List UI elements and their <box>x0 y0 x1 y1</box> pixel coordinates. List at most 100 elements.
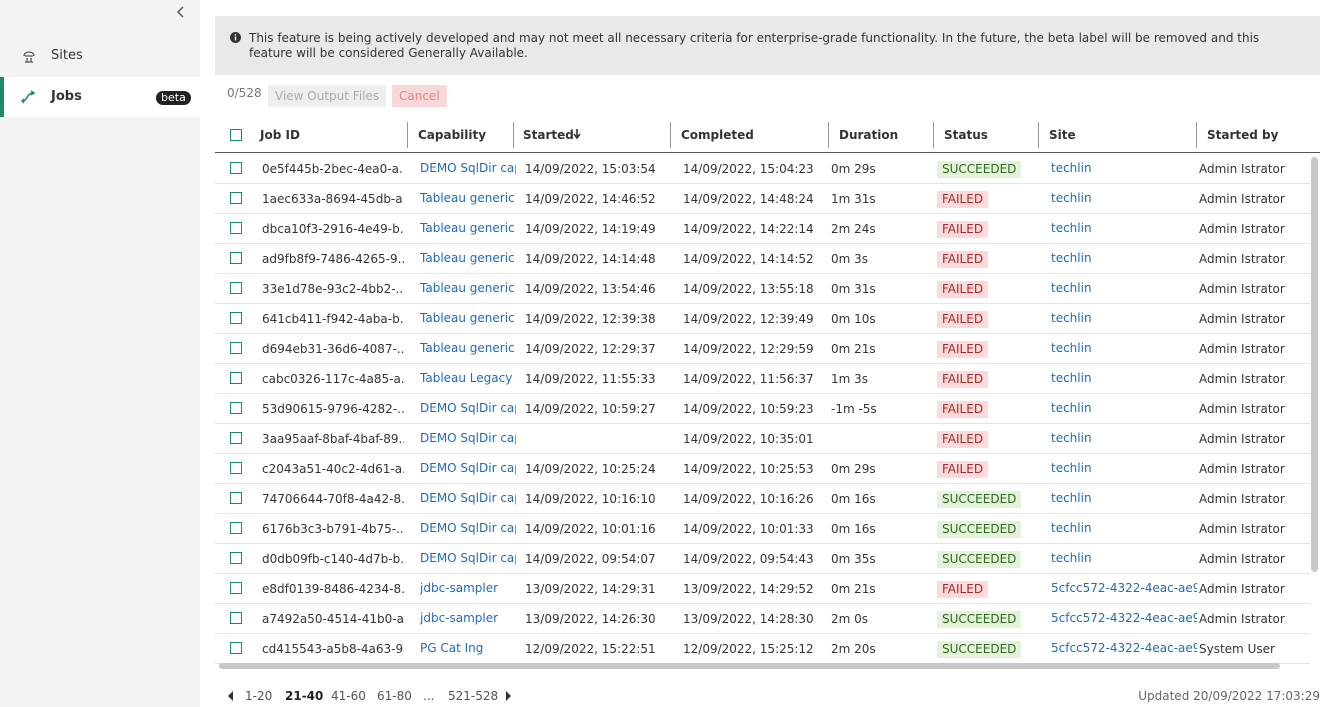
link[interactable]: Tableau generic c <box>420 191 516 205</box>
cell-text: 53d90615-9796-4282-... <box>262 402 404 416</box>
link[interactable]: DEMO SqlDir cap <box>420 551 516 565</box>
link[interactable]: techlin <box>1051 341 1092 355</box>
cancel-button[interactable]: Cancel <box>392 85 447 107</box>
link[interactable]: DEMO SqlDir cap <box>420 461 516 475</box>
link[interactable]: techlin <box>1051 401 1092 415</box>
link[interactable]: DEMO SqlDir cap <box>420 401 516 415</box>
link[interactable]: techlin <box>1051 491 1092 505</box>
column-header[interactable]: Status <box>944 128 988 142</box>
link[interactable]: jdbc-sampler <box>420 581 499 595</box>
link[interactable]: techlin <box>1051 371 1092 385</box>
link[interactable]: 5cfcc572-4322-4eac-ae9f-f <box>1051 581 1197 595</box>
link[interactable]: Tableau generic c <box>420 341 516 355</box>
column-header[interactable]: Started by <box>1207 128 1279 142</box>
link[interactable]: techlin <box>1051 281 1092 295</box>
horizontal-scrollbar[interactable] <box>219 663 1280 669</box>
cell-text: 12/09/2022, 15:25:12 <box>683 642 814 656</box>
status-badge: FAILED <box>937 371 989 388</box>
link[interactable]: DEMO SqlDir cap <box>420 431 516 445</box>
link[interactable]: Tableau generic c <box>420 281 516 295</box>
link[interactable]: techlin <box>1051 311 1092 325</box>
column-header[interactable]: Completed <box>681 128 754 142</box>
cell-text: 2m 24s <box>831 222 876 236</box>
cell-text: 14/09/2022, 10:25:24 <box>525 462 656 476</box>
banner-text: This feature is being actively developed… <box>249 31 1260 60</box>
link[interactable]: techlin <box>1051 161 1092 175</box>
row-checkbox[interactable] <box>230 312 242 324</box>
row-checkbox[interactable] <box>230 162 242 174</box>
link[interactable]: techlin <box>1051 221 1092 235</box>
link[interactable]: DEMO SqlDir cap <box>420 491 516 505</box>
table-row: 74706644-70f8-4a42-8... DEMO SqlDir cap 14… <box>215 484 1310 514</box>
cell-text: 1m 3s <box>831 372 869 386</box>
cell-text: 2m 20s <box>831 642 876 656</box>
table-row: 0e5f445b-2bec-4ea0-a... DEMO SqlDir cap 14… <box>215 154 1310 184</box>
link[interactable]: Tableau generic c <box>420 221 516 235</box>
info-icon <box>230 32 241 43</box>
table-row: ad9fb8f9-7486-4265-9... Tableau generic c… <box>215 244 1310 274</box>
link[interactable]: 5cfcc572-4322-4eac-ae9f-f <box>1051 641 1197 655</box>
row-checkbox[interactable] <box>230 282 242 294</box>
page-link[interactable]: 41-60 <box>331 689 366 703</box>
link[interactable]: techlin <box>1051 251 1092 265</box>
column-header[interactable]: Site <box>1049 128 1076 142</box>
view-output-button[interactable]: View Output Files <box>268 85 387 107</box>
cell-text: 14/09/2022, 11:56:37 <box>683 372 814 386</box>
link[interactable]: techlin <box>1051 461 1092 475</box>
row-checkbox[interactable] <box>230 252 242 264</box>
link[interactable]: DEMO SqlDir cap <box>420 161 516 175</box>
link[interactable]: techlin <box>1051 191 1092 205</box>
cell-text: 0m 35s <box>831 552 876 566</box>
link[interactable]: Tableau generic c <box>420 311 516 325</box>
page-link[interactable]: 21-40 <box>285 689 324 703</box>
vertical-scrollbar[interactable] <box>1311 157 1318 572</box>
page-link[interactable]: ... <box>423 689 435 703</box>
column-header[interactable]: Duration <box>839 128 899 142</box>
row-checkbox[interactable] <box>230 402 242 414</box>
nav-sites[interactable]: Sites <box>0 36 200 76</box>
link[interactable]: 5cfcc572-4322-4eac-ae9f-f <box>1051 611 1197 625</box>
row-checkbox[interactable] <box>230 582 242 594</box>
cell-text: 14/09/2022, 12:39:49 <box>683 312 814 326</box>
column-header[interactable]: Job ID <box>260 128 300 142</box>
cell-text: 0m 29s <box>831 462 876 476</box>
select-all-checkbox[interactable] <box>230 129 242 141</box>
cell-text: 641cb411-f942-4aba-b... <box>262 312 404 326</box>
row-checkbox[interactable] <box>230 372 242 384</box>
row-checkbox[interactable] <box>230 192 242 204</box>
row-checkbox[interactable] <box>230 432 242 444</box>
row-checkbox[interactable] <box>230 612 242 624</box>
next-page[interactable] <box>504 690 512 702</box>
row-checkbox[interactable] <box>230 522 242 534</box>
link[interactable]: techlin <box>1051 521 1092 535</box>
row-checkbox[interactable] <box>230 552 242 564</box>
page-link[interactable]: 61-80 <box>377 689 412 703</box>
link[interactable]: PG Cat Ing <box>420 641 484 655</box>
column-separator <box>670 122 671 148</box>
link[interactable]: jdbc-sampler <box>420 611 499 625</box>
updated-time: Updated 20/09/2022 17:03:29 <box>1138 689 1320 703</box>
column-separator <box>828 122 829 148</box>
status-badge: FAILED <box>937 461 989 478</box>
page-link[interactable]: 1-20 <box>245 689 273 703</box>
link[interactable]: Tableau Legacy <box>420 371 513 385</box>
row-checkbox[interactable] <box>230 462 242 474</box>
row-checkbox[interactable] <box>230 492 242 504</box>
nav-jobs[interactable]: Jobs beta <box>0 77 200 117</box>
column-header[interactable]: Started <box>523 128 574 142</box>
link[interactable]: DEMO SqlDir cap <box>420 521 516 535</box>
link[interactable]: techlin <box>1051 551 1092 565</box>
cell-text: 1m 31s <box>831 192 876 206</box>
column-header[interactable]: Capability <box>418 128 487 142</box>
prev-page[interactable] <box>227 690 235 702</box>
collapse-button[interactable] <box>174 5 188 19</box>
link[interactable]: techlin <box>1051 431 1092 445</box>
row-checkbox[interactable] <box>230 222 242 234</box>
row-checkbox[interactable] <box>230 342 242 354</box>
page-link[interactable]: 521-528 <box>448 689 499 703</box>
link[interactable]: Tableau generic c <box>420 251 516 265</box>
row-checkbox[interactable] <box>230 642 242 654</box>
status-badge: FAILED <box>937 311 989 328</box>
cell-text: 14/09/2022, 10:59:27 <box>525 402 656 416</box>
cell-text: 33e1d78e-93c2-4bb2-... <box>262 282 404 296</box>
